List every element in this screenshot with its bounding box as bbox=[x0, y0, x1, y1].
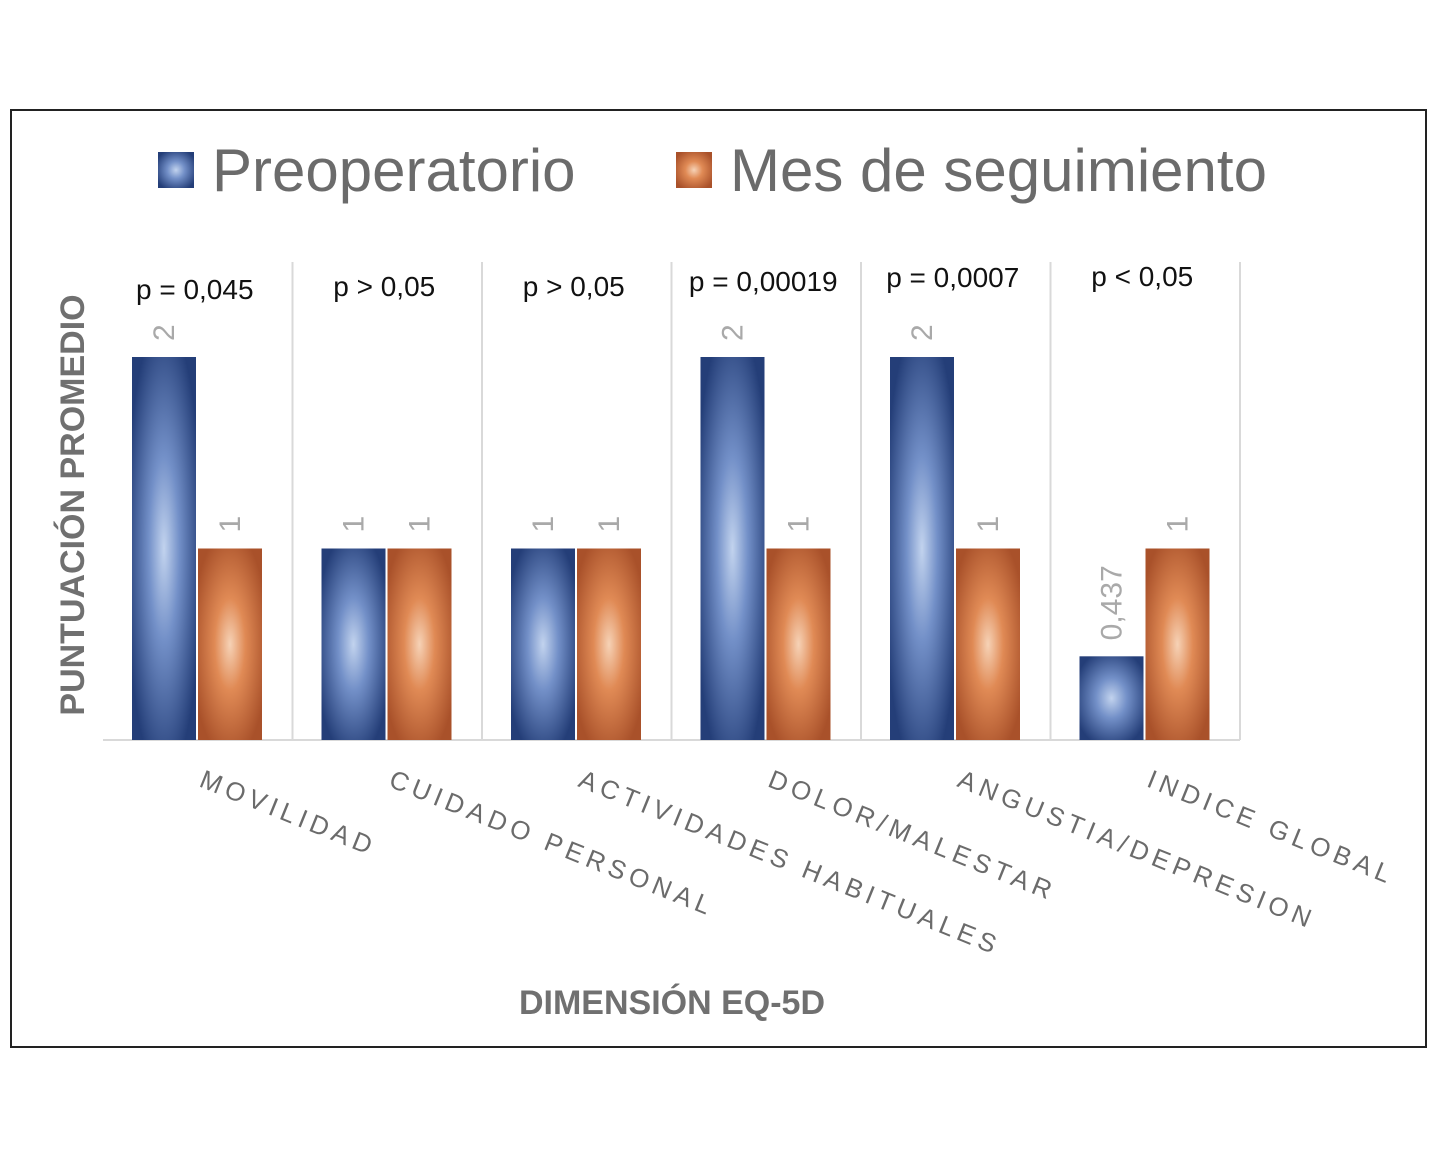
data-label: 1 bbox=[404, 516, 437, 533]
legend-swatch-preoperatorio bbox=[158, 152, 194, 188]
p-value-label: p > 0,05 bbox=[333, 271, 435, 302]
bar-preoperatorio bbox=[321, 548, 386, 740]
bar-seguimiento bbox=[766, 548, 831, 740]
data-label: 2 bbox=[717, 324, 750, 341]
x-axis-title: DIMENSIÓN EQ-5D bbox=[519, 984, 825, 1022]
bar-seguimiento bbox=[956, 548, 1020, 740]
data-label: 2 bbox=[906, 324, 939, 341]
legend-label-seguimiento: Mes de seguimiento bbox=[730, 137, 1267, 204]
data-label: 1 bbox=[972, 516, 1005, 533]
legend: Preoperatorio Mes de seguimiento bbox=[158, 137, 1267, 204]
bar-seguimiento bbox=[577, 548, 641, 740]
y-axis-title: PUNTUACIÓN PROMEDIO bbox=[54, 294, 92, 715]
legend-swatch-seguimiento bbox=[676, 152, 712, 188]
p-value-label: p = 0,0007 bbox=[886, 262, 1019, 293]
bar-preoperatorio bbox=[1079, 656, 1144, 740]
bar-seguimiento bbox=[1145, 548, 1210, 740]
p-value-label: p = 0,00019 bbox=[689, 266, 838, 297]
p-value-label: p < 0,05 bbox=[1091, 261, 1193, 292]
p-value-label: p > 0,05 bbox=[523, 271, 625, 302]
data-label: 1 bbox=[1162, 516, 1195, 533]
data-label: 1 bbox=[338, 516, 371, 533]
legend-label-preoperatorio: Preoperatorio bbox=[212, 137, 576, 204]
bar-seguimiento bbox=[387, 548, 452, 740]
bar-preoperatorio bbox=[890, 357, 954, 740]
bar-seguimiento bbox=[198, 548, 262, 740]
data-label: 1 bbox=[214, 516, 247, 533]
data-label: 1 bbox=[527, 516, 560, 533]
bar-preoperatorio bbox=[132, 357, 196, 740]
data-label: 0,437 bbox=[1096, 565, 1129, 640]
bar-preoperatorio bbox=[511, 548, 575, 740]
data-label: 1 bbox=[783, 516, 816, 533]
p-value-label: p = 0,045 bbox=[136, 274, 254, 305]
bar-preoperatorio bbox=[700, 357, 765, 740]
data-label: 2 bbox=[148, 324, 181, 341]
data-label: 1 bbox=[593, 516, 626, 533]
